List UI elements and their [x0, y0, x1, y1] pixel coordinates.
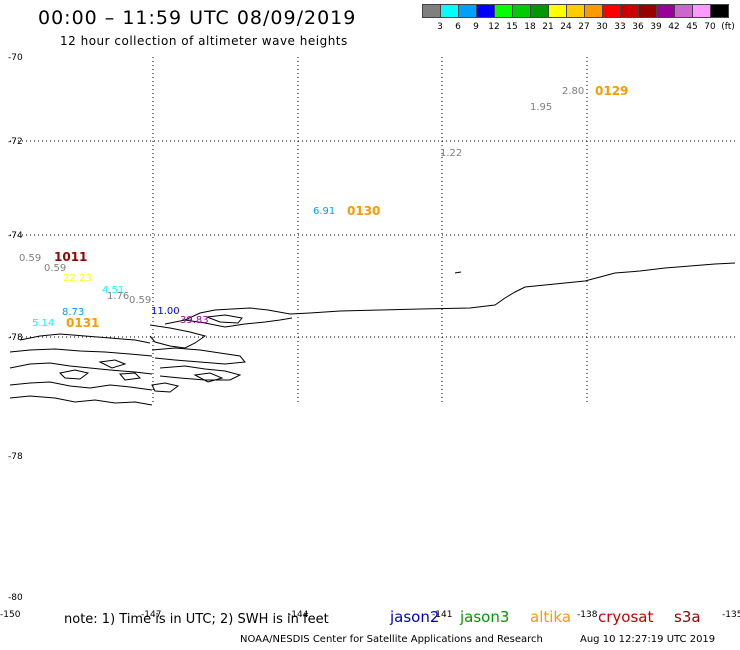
colorbar-tick-label: 3: [437, 22, 443, 32]
map-title: 00:00 – 11:59 UTC 08/09/2019: [38, 7, 357, 29]
colorbar-tick-label: (ft): [721, 22, 735, 32]
wave-height-value: 5.14: [32, 318, 54, 329]
colorbar-tick-label: 45: [686, 22, 698, 32]
units-note: note: 1) Time is in UTC; 2) SWH is in fe…: [64, 612, 329, 627]
wave-height-value: 0.59: [44, 263, 66, 274]
satellite-altika: altika: [530, 608, 572, 626]
colorbar-tick-label: 36: [632, 22, 644, 32]
wave-height-value: 8.73: [62, 307, 84, 318]
pass-id: 0129: [595, 84, 628, 98]
wave-height-value: 1.95: [530, 102, 552, 113]
satellite-cryosat: cryosat: [598, 608, 654, 626]
colorbar-swatch: [710, 4, 729, 18]
lat-label: -78: [8, 333, 23, 343]
wave-height-value: 4.51: [102, 285, 124, 296]
lon-label: -150: [0, 610, 21, 620]
lat-label: -72: [8, 137, 23, 147]
latitude-labels: -70 -72 -74 -78 -78 -80: [8, 53, 23, 603]
lon-label: -135: [722, 610, 740, 620]
wave-height-value: 0.59: [129, 295, 151, 306]
colorbar-tick-label: 6: [455, 22, 461, 32]
colorbar-tick-label: 27: [578, 22, 590, 32]
footer-timestamp: Aug 10 12:27:19 UTC 2019: [580, 634, 716, 645]
colorbar-tick-label: 24: [560, 22, 572, 32]
wave-height-value: 6.91: [313, 206, 335, 217]
wave-height-value: 2.80: [562, 86, 584, 97]
lat-label: -74: [8, 231, 23, 241]
satellite-jason3: jason3: [460, 608, 510, 626]
colorbar-tick-label: 42: [668, 22, 680, 32]
colorbar-tick-label: 33: [614, 22, 626, 32]
wave-height-value: 39.83: [180, 315, 209, 326]
colorbar-tick-label: 70: [704, 22, 716, 32]
graticule: [10, 57, 735, 405]
colorbar-tick-label: 15: [506, 22, 518, 32]
colorbar-tick-label: 9: [473, 22, 479, 32]
colorbar-tick-label: 39: [650, 22, 662, 32]
wave-height-value: 22.23: [63, 273, 92, 284]
colorbar-tick-label: 30: [596, 22, 608, 32]
pass-id: 0131: [66, 316, 99, 330]
longitude-labels: -150 -147 -144 -141 -138 -135: [0, 610, 740, 620]
wave-height-value: 11.00: [151, 306, 180, 317]
lon-label: -144: [288, 610, 309, 620]
colorbar-tick-label: 18: [524, 22, 536, 32]
wave-height-labels: 2.80 1.95 1.22 6.91 0.59 0.59 22.23 4.51…: [19, 86, 584, 329]
lat-label: -80: [8, 593, 23, 603]
lon-label: -138: [577, 610, 598, 620]
lon-label: -147: [141, 610, 161, 620]
wave-height-value: 1.22: [440, 148, 462, 159]
lat-label: -70: [8, 53, 23, 63]
colorbar-tick-label: 12: [488, 22, 500, 32]
pass-labels: 0129 0130 1011 0131: [54, 84, 628, 330]
lon-label: -141: [432, 610, 452, 620]
wave-height-value: 1.76: [107, 291, 129, 302]
footer-credit: NOAA/NESDIS Center for Satellite Applica…: [240, 634, 543, 645]
coastline: [9, 262, 736, 406]
colorbar-tick-label: 21: [542, 22, 554, 32]
pass-id: 0130: [347, 204, 380, 218]
satellite-jason2: jason2: [390, 608, 440, 626]
pass-id: 1011: [54, 250, 87, 264]
wave-height-value: 0.59: [19, 253, 41, 264]
lat-label: -78: [8, 452, 23, 462]
satellite-s3a: s3a: [674, 608, 701, 626]
map-subtitle: 12 hour collection of altimeter wave hei…: [60, 34, 348, 48]
